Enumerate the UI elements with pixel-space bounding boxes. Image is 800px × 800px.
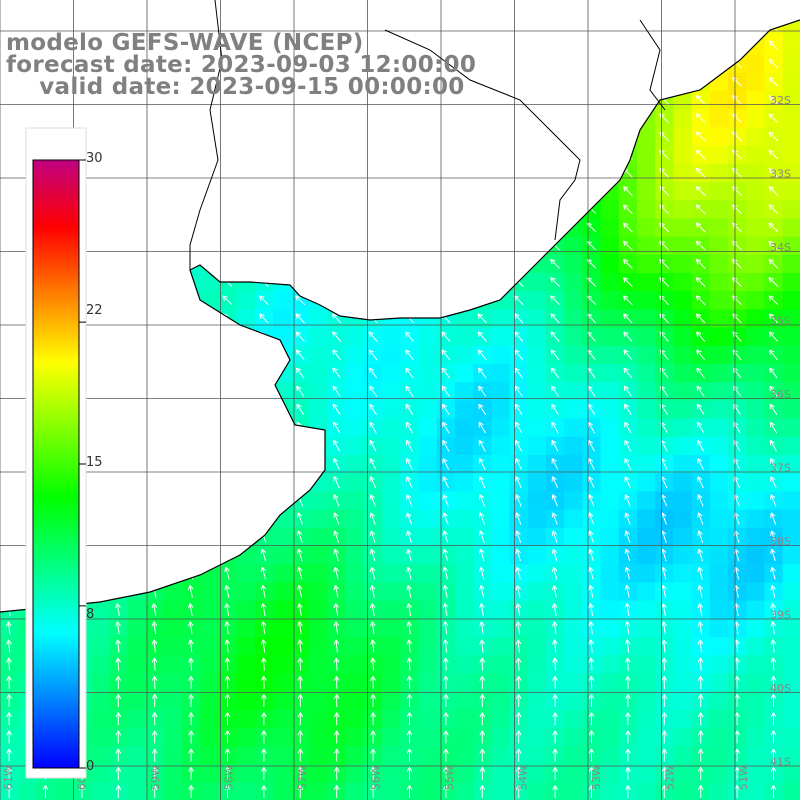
svg-text:33S: 33S	[770, 168, 791, 181]
svg-text:32S: 32S	[770, 94, 791, 107]
svg-text:57W: 57W	[296, 765, 309, 790]
svg-text:58W: 58W	[223, 765, 236, 790]
svg-text:38S: 38S	[770, 535, 791, 548]
svg-text:51W: 51W	[737, 765, 750, 790]
svg-text:55W: 55W	[443, 765, 456, 790]
svg-text:36S: 36S	[770, 388, 791, 401]
colorbar-tick-0: 0	[86, 759, 95, 774]
svg-text:52W: 52W	[664, 765, 677, 790]
svg-text:35S: 35S	[770, 315, 791, 328]
colorbar-tick-30: 30	[86, 151, 103, 166]
svg-text:54W: 54W	[517, 765, 530, 790]
svg-text:37S: 37S	[770, 462, 791, 475]
svg-text:34S: 34S	[770, 241, 791, 254]
model-title: modelo GEFS-WAVE (NCEP)	[6, 30, 364, 56]
svg-text:59W: 59W	[149, 765, 162, 790]
svg-text:53W: 53W	[590, 765, 603, 790]
svg-text:41S: 41S	[770, 756, 791, 769]
colorbar-tick-8: 8	[86, 607, 95, 622]
svg-text:40S: 40S	[770, 682, 791, 695]
forecast-date: forecast date: 2023-09-03 12:00:00	[6, 52, 477, 78]
colorbar-tick-15: 15	[86, 455, 103, 470]
svg-text:61W: 61W	[2, 765, 15, 790]
valid-date: valid date: 2023-09-15 00:00:00	[6, 74, 465, 100]
colorbar-tick-22: 22	[86, 303, 103, 318]
svg-text:39S: 39S	[770, 609, 791, 622]
svg-text:56W: 56W	[370, 765, 383, 790]
colorbar-unit: [m/s]	[33, 133, 67, 148]
